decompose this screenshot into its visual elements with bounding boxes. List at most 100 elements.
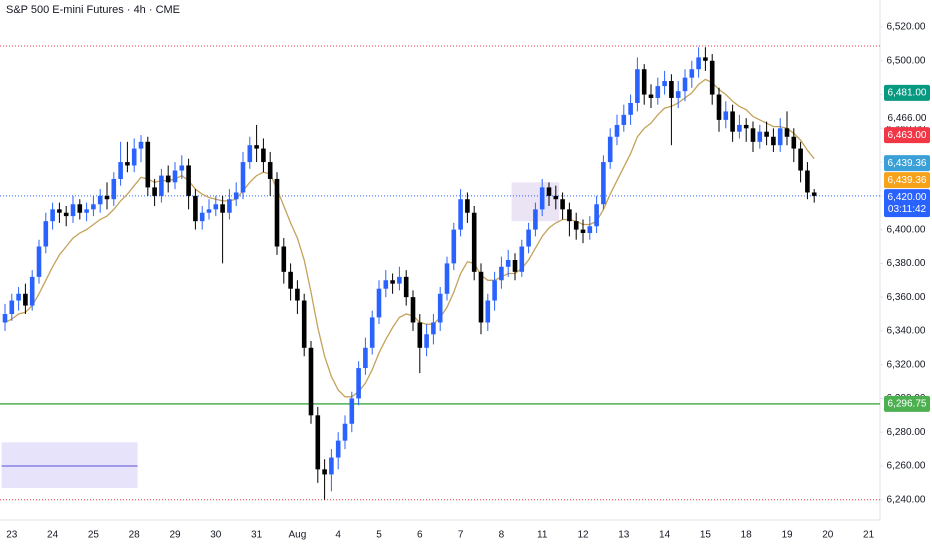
candle-body [172, 170, 178, 183]
x-tick-label: 8 [499, 530, 505, 541]
candle-body [84, 209, 89, 213]
candle-body [641, 69, 647, 95]
candle-body [655, 86, 661, 98]
candle-body [254, 145, 259, 149]
countdown: 03:11:42 [888, 204, 927, 215]
candle-body [587, 226, 593, 233]
candle-body [458, 199, 463, 230]
y-tick-label: 6,260.00 [887, 461, 926, 472]
candle-body [342, 423, 348, 441]
candle-body [403, 276, 409, 298]
x-tick-label: 5 [376, 530, 382, 541]
candle-body [9, 300, 15, 315]
candle-body [431, 322, 436, 335]
candle-body [607, 136, 613, 163]
candle-body [512, 260, 518, 272]
candle-body [131, 148, 137, 166]
candle-body [628, 102, 633, 115]
candle-body [349, 398, 355, 424]
y-tick-label: 6,240.00 [887, 494, 926, 505]
candle-body [308, 347, 314, 416]
candle-body [614, 124, 620, 137]
candle-body [743, 124, 749, 129]
candle-body [689, 69, 695, 78]
candle-body [635, 69, 640, 103]
candle-body [240, 162, 246, 193]
candle-body [152, 187, 157, 196]
x-tick-label: 30 [210, 530, 222, 541]
price-tag [884, 172, 930, 189]
candle-body [682, 77, 688, 92]
candle-body [662, 81, 667, 87]
price-tag-label: 6,439.36 [888, 158, 927, 169]
candle-body [315, 415, 321, 470]
y-tick-label: 6,380.00 [887, 258, 926, 269]
y-tick-label: 6,340.00 [887, 326, 926, 337]
candle-body [57, 209, 62, 213]
candle-body [451, 229, 457, 264]
candle-body [288, 271, 293, 289]
candle-body [23, 293, 28, 306]
candle-body [730, 111, 735, 132]
candle-body [573, 221, 579, 230]
candle-body [206, 209, 212, 213]
candle-body [444, 263, 450, 294]
candle-body [519, 246, 525, 272]
candle-body [471, 212, 477, 272]
candle-body [594, 204, 599, 227]
candle-body [125, 162, 130, 166]
price-tag [884, 84, 930, 101]
price-tag [884, 155, 930, 172]
candle-body [193, 195, 198, 222]
candle-body [410, 297, 416, 323]
candle-body [118, 162, 123, 179]
plot-area [0, 45, 880, 501]
x-tick-label: 19 [781, 530, 793, 541]
candle-body [737, 124, 742, 132]
candle-body [227, 199, 232, 213]
candle-body [764, 131, 769, 137]
x-tick-label: 4 [335, 530, 341, 541]
candle-body [533, 209, 538, 230]
candle-body [784, 128, 790, 137]
candle-body [376, 288, 382, 318]
candle-body [485, 300, 491, 323]
zone [1, 442, 138, 488]
candle-body [213, 204, 219, 210]
candle-body [77, 204, 83, 213]
candle-body [233, 192, 239, 200]
x-tick-label: 7 [458, 530, 464, 541]
candle-body [669, 81, 674, 98]
candle-body [771, 136, 776, 146]
candle-body [750, 128, 756, 142]
candle-body [363, 347, 368, 369]
candle-body [492, 280, 497, 301]
candle-body [648, 94, 654, 98]
x-tick-label: 18 [741, 530, 753, 541]
candle-body [165, 175, 171, 183]
y-tick-label: 6,500.00 [887, 55, 926, 66]
candle-body [281, 246, 287, 272]
candle-body [465, 199, 470, 213]
candle-body [91, 204, 96, 210]
candle-body [703, 57, 708, 61]
candle-body [478, 271, 484, 323]
candle-body [247, 145, 253, 163]
x-tick-label: 12 [577, 530, 589, 541]
candle-body [709, 60, 715, 95]
candle-body [159, 175, 164, 196]
x-tick-label: 23 [6, 530, 18, 541]
candle-body [36, 246, 42, 277]
x-tick-label: 21 [863, 530, 875, 541]
x-tick-label: 28 [129, 530, 141, 541]
candle-body [97, 195, 103, 205]
candle-body [696, 57, 701, 70]
candle-body [356, 368, 361, 399]
x-tick-label: 15 [700, 530, 712, 541]
candle-body [791, 136, 797, 149]
x-tick-label: 13 [618, 530, 630, 541]
candle-body [2, 314, 8, 323]
candle-body [50, 209, 55, 222]
price-tag-label: 6,466.00 [888, 113, 927, 124]
